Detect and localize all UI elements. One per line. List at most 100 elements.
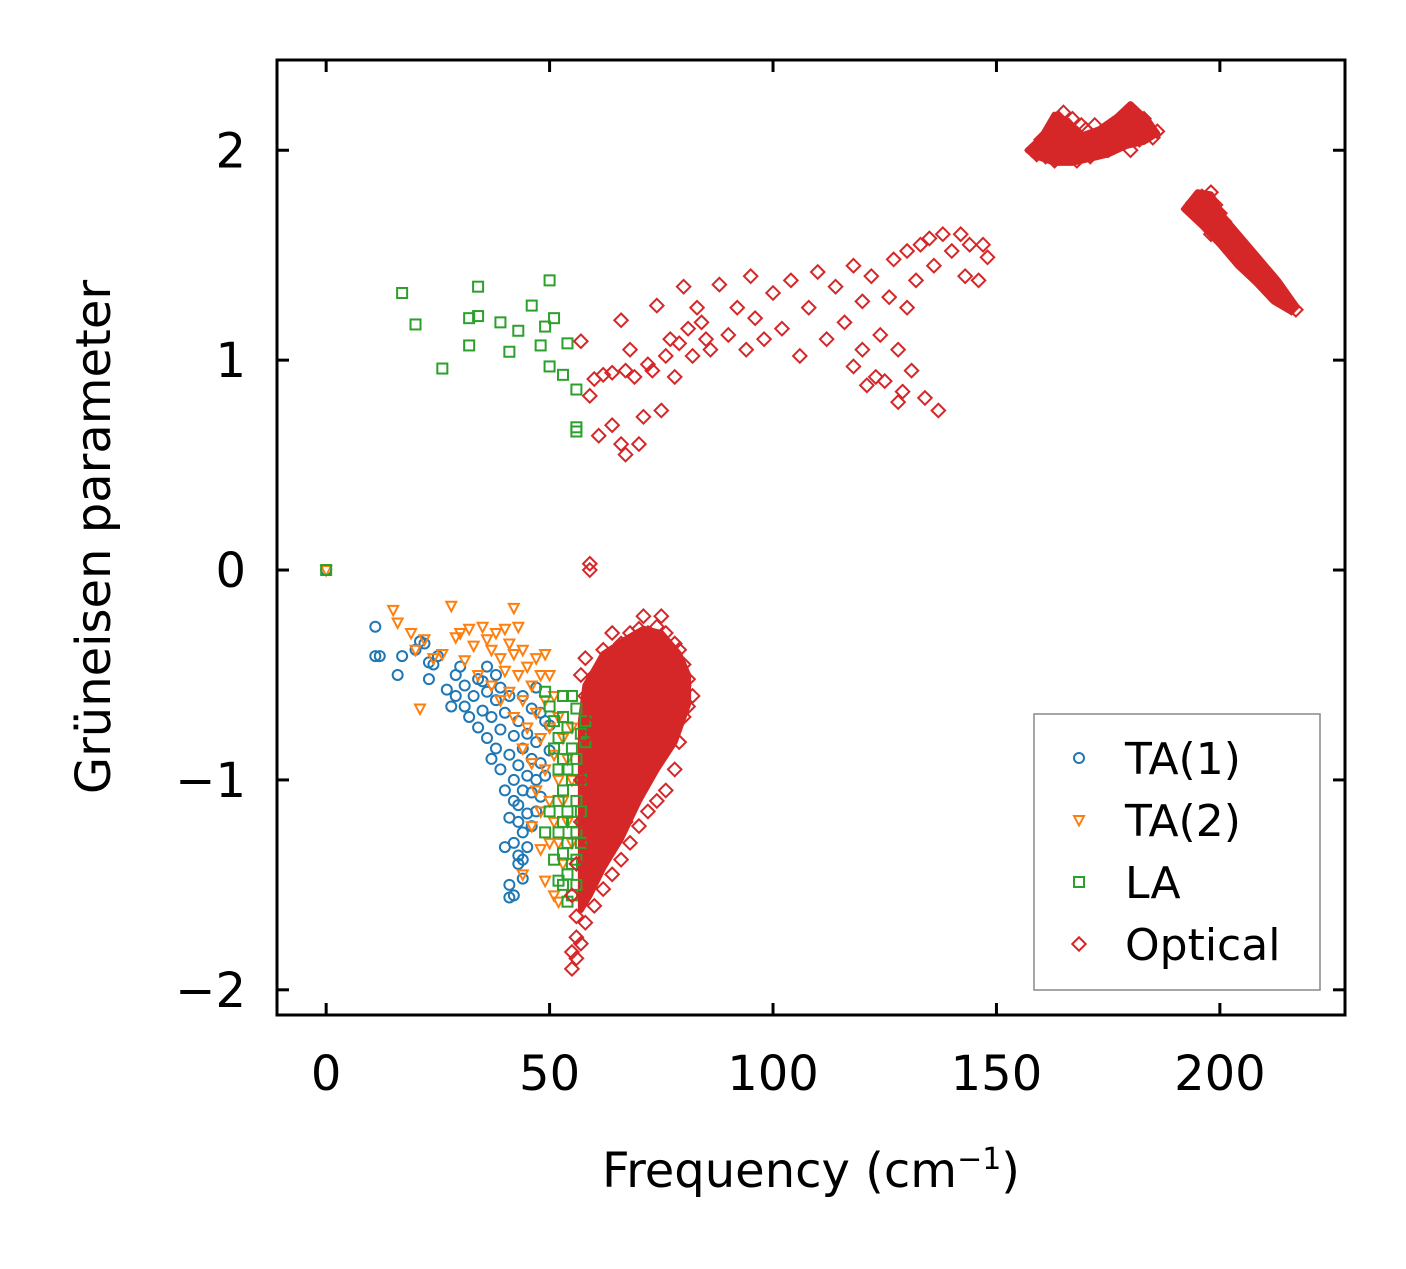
data-point [1037, 148, 1054, 165]
data-point [373, 650, 386, 663]
data-point [570, 878, 583, 891]
x-tick-label: 50 [519, 1046, 580, 1102]
data-point [818, 330, 835, 348]
data-point [472, 721, 485, 734]
data-point [1220, 219, 1237, 237]
data-point [472, 310, 485, 323]
data-point [1216, 213, 1233, 230]
data-point [1251, 265, 1269, 283]
data-point [542, 795, 557, 809]
data-point [612, 677, 630, 694]
data-point [934, 226, 951, 243]
data-point [525, 821, 539, 834]
data-point [533, 806, 548, 820]
data-point [463, 339, 476, 352]
data-point [630, 435, 648, 453]
data-point [907, 272, 925, 289]
data-point [572, 666, 590, 684]
data-point [574, 836, 587, 849]
data-point [773, 320, 791, 337]
y-tick-label: −2 [175, 963, 246, 1019]
series-la [320, 274, 592, 908]
data-point [1198, 202, 1215, 220]
data-point [538, 764, 552, 778]
data-point [551, 774, 566, 788]
data-point [502, 638, 517, 652]
data-point [742, 268, 759, 285]
data-point [974, 236, 992, 253]
data-point [617, 771, 634, 789]
data-point [1122, 142, 1139, 159]
data-point [1046, 152, 1063, 169]
data-point [507, 773, 520, 786]
data-point [507, 729, 520, 742]
data-point [626, 368, 643, 386]
data-point [577, 729, 594, 747]
data-point [534, 339, 547, 352]
data-point [503, 345, 516, 358]
data-point [525, 299, 538, 312]
legend-entry: Optical [1070, 920, 1280, 971]
data-point [621, 834, 639, 852]
data-point [644, 761, 661, 778]
data-point [543, 274, 556, 287]
data-point [675, 278, 692, 295]
data-point [391, 668, 404, 681]
legend: TA(1) TA(2) LA Optical [1033, 713, 1321, 991]
data-point [516, 695, 530, 708]
data-point [511, 621, 525, 635]
data-point [458, 655, 472, 668]
data-point [463, 710, 476, 723]
data-point [480, 634, 494, 647]
data-point [498, 665, 512, 679]
data-point [679, 320, 697, 337]
data-point [1055, 104, 1072, 121]
data-point [570, 425, 583, 438]
data-point [809, 263, 826, 281]
data-point [608, 824, 625, 841]
data-point [484, 680, 499, 694]
data-point [556, 689, 569, 702]
data-point [512, 324, 525, 337]
data-point [608, 750, 625, 768]
data-point [746, 310, 764, 327]
data-point [489, 668, 502, 681]
data-point [1126, 106, 1144, 123]
data-point [666, 635, 683, 652]
x-axis-label: Frequency (cm−1) [602, 1142, 1020, 1199]
data-point [516, 872, 529, 885]
data-point [782, 272, 800, 289]
data-point [1260, 274, 1278, 291]
data-point [572, 333, 590, 350]
data-point [648, 618, 665, 635]
data-point [507, 794, 520, 807]
data-point [684, 347, 701, 365]
legend-marker [1070, 935, 1088, 953]
data-point [481, 731, 494, 744]
data-point [563, 887, 581, 904]
data-point [1050, 110, 1068, 127]
data-point [979, 249, 996, 266]
data-point [516, 743, 530, 757]
data-point [579, 736, 592, 749]
data-point [603, 866, 621, 883]
data-point [675, 656, 692, 673]
data-point [671, 687, 688, 705]
data-point [961, 236, 978, 253]
data-point [547, 749, 561, 763]
data-point [1189, 209, 1206, 226]
data-point [1256, 276, 1273, 293]
data-point [1086, 131, 1103, 148]
data-point [603, 364, 621, 381]
data-point [581, 834, 598, 852]
data-point [556, 784, 569, 797]
data-point [467, 689, 480, 702]
legend-marker [1073, 752, 1085, 764]
data-point [577, 650, 594, 667]
data-point [369, 650, 382, 663]
data-point [481, 660, 494, 673]
data-point [800, 299, 817, 316]
data-point [577, 914, 594, 931]
data-point [471, 669, 485, 683]
data-point [845, 358, 862, 375]
